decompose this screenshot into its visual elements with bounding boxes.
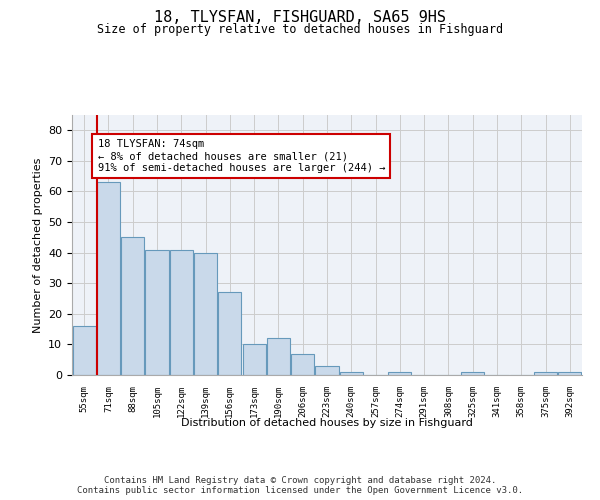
Bar [291,354,314,375]
Bar [559,372,581,375]
Bar [461,372,484,375]
Text: Distribution of detached houses by size in Fishguard: Distribution of detached houses by size … [181,418,473,428]
Bar [218,292,241,375]
Bar [340,372,363,375]
Bar [121,238,144,375]
Bar [97,182,120,375]
Text: Contains HM Land Registry data © Crown copyright and database right 2024.
Contai: Contains HM Land Registry data © Crown c… [77,476,523,495]
Bar [145,250,169,375]
Text: 18, TLYSFAN, FISHGUARD, SA65 9HS: 18, TLYSFAN, FISHGUARD, SA65 9HS [154,10,446,25]
Y-axis label: Number of detached properties: Number of detached properties [32,158,43,332]
Bar [267,338,290,375]
Text: 18 TLYSFAN: 74sqm
← 8% of detached houses are smaller (21)
91% of semi-detached : 18 TLYSFAN: 74sqm ← 8% of detached house… [97,140,385,172]
Text: Size of property relative to detached houses in Fishguard: Size of property relative to detached ho… [97,22,503,36]
Bar [242,344,266,375]
Bar [194,252,217,375]
Bar [388,372,412,375]
Bar [534,372,557,375]
Bar [170,250,193,375]
Bar [316,366,338,375]
Bar [73,326,95,375]
